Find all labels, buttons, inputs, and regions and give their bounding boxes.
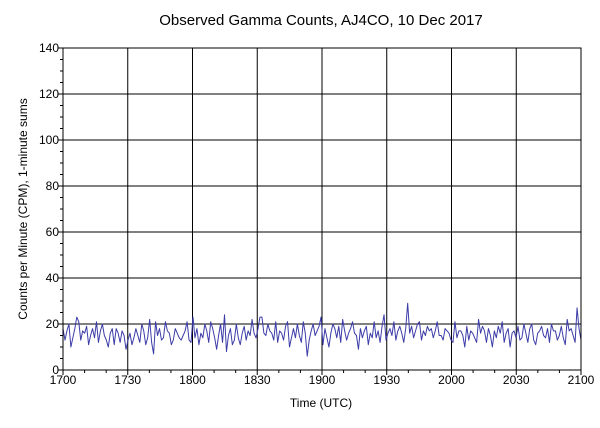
y-tick-label: 140 xyxy=(39,41,59,55)
x-tick-label: 2100 xyxy=(568,373,595,387)
x-tick-label: 1800 xyxy=(179,373,206,387)
y-tick-label: 60 xyxy=(46,225,60,239)
y-axis-label: Counts per Minute (CPM), 1-minute sums xyxy=(16,98,30,319)
y-tick-label: 40 xyxy=(46,271,60,285)
y-tick-labels: 0 20 40 60 80 100 120 140 xyxy=(39,41,59,377)
x-tick-labels: 1700 1730 1800 1830 1900 1930 2000 2030 2100 xyxy=(50,373,595,387)
chart-title: Observed Gamma Counts, AJ4CO, 10 Dec 201… xyxy=(159,12,483,29)
x-tick-label: 1700 xyxy=(50,373,77,387)
x-tick-label: 2000 xyxy=(438,373,465,387)
series-layer xyxy=(62,302,582,357)
x-tick-label: 1930 xyxy=(373,373,400,387)
y-tick-label: 20 xyxy=(46,317,60,331)
y-tick-label: 120 xyxy=(39,87,59,101)
y-tick-label: 0 xyxy=(52,363,59,377)
x-axis-label: Time (UTC) xyxy=(290,396,352,410)
series-line-0 xyxy=(62,302,582,357)
x-tick-label: 2030 xyxy=(503,373,530,387)
y-tick-label: 100 xyxy=(39,133,59,147)
grid-lines xyxy=(63,48,581,370)
x-tick-label: 1900 xyxy=(309,373,336,387)
y-tick-label: 80 xyxy=(46,179,60,193)
tick-marks xyxy=(58,47,582,375)
x-tick-label: 1730 xyxy=(114,373,141,387)
x-tick-label: 1830 xyxy=(244,373,271,387)
